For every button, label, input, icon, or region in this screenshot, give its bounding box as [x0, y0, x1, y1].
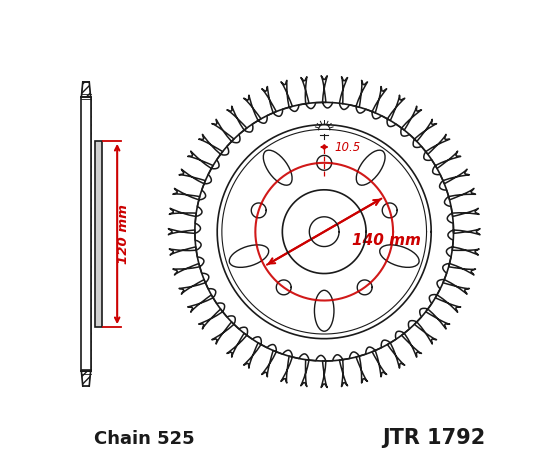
Text: Chain 525: Chain 525	[94, 430, 194, 448]
Bar	[81, 97, 91, 371]
Bar	[95, 141, 102, 327]
Text: 10.5: 10.5	[334, 140, 360, 154]
Bar	[81, 97, 91, 371]
Text: JTR 1792: JTR 1792	[382, 428, 486, 448]
Text: 140 mm: 140 mm	[352, 234, 421, 249]
Text: 120 mm: 120 mm	[117, 204, 130, 264]
